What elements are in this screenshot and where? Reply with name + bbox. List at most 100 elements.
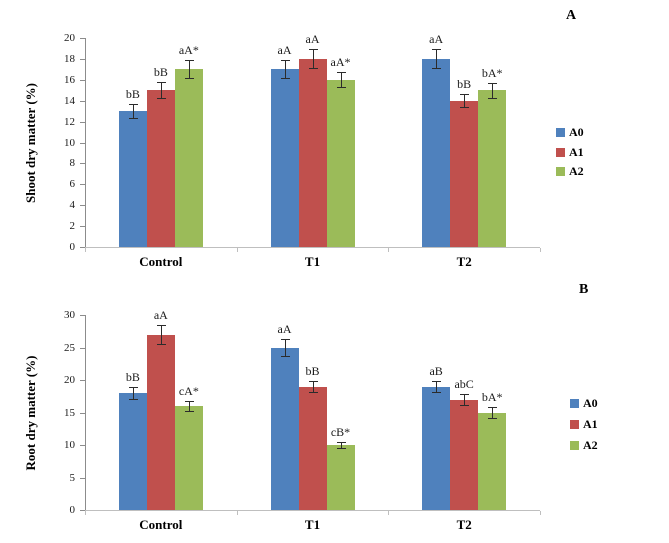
legend-swatch	[570, 399, 579, 408]
error-bar	[312, 49, 314, 69]
bar-label: bA*	[481, 390, 503, 405]
legend-item-a1: A1	[556, 144, 596, 159]
y-axis	[85, 315, 86, 514]
legend-label: A2	[569, 164, 584, 178]
error-bar	[436, 381, 438, 392]
y-tick-label: 2	[69, 220, 76, 233]
y-axis-title: Root dry matter (%)	[23, 355, 38, 471]
error-bar-cap	[488, 82, 498, 84]
legend-label: A0	[569, 125, 584, 139]
y-tick	[80, 315, 85, 316]
error-bar-cap	[488, 417, 498, 419]
panel-b: B Root dry matter (%) 0 5 10 15 20 25 30 bB aA cA…	[0, 272, 669, 543]
error-bar	[492, 82, 494, 98]
y-tick-label: 18	[64, 52, 75, 65]
bar-a1-t2	[450, 399, 479, 510]
category-label: Control	[139, 254, 183, 269]
bar-a1-control	[146, 90, 175, 247]
y-tick	[80, 226, 85, 228]
category-label: T1	[304, 517, 321, 532]
bar-label: bB	[153, 65, 168, 80]
error-bar	[132, 387, 134, 399]
bar-label: bA*	[481, 65, 503, 80]
bar-label: abC	[454, 376, 474, 391]
error-bar	[132, 103, 134, 119]
y-tick-label: 8	[69, 157, 76, 170]
y-tick	[80, 142, 85, 144]
error-bar-cap	[156, 98, 166, 100]
bar-label: aA	[305, 32, 320, 47]
category-label: T1	[304, 254, 321, 269]
bar-a1-t1	[298, 386, 327, 510]
error-bar	[436, 49, 438, 69]
error-bar-cap	[280, 355, 290, 357]
error-bar-cap	[336, 87, 346, 89]
error-bar-cap	[336, 441, 346, 443]
error-bar	[464, 393, 466, 406]
bar-label: aA	[277, 322, 292, 337]
y-axis-title: Shoot dry matter (%)	[23, 83, 38, 203]
error-bar-cap	[128, 118, 138, 120]
x-tick	[540, 248, 541, 252]
x-tick	[85, 511, 86, 515]
bar-a2-t1	[326, 445, 355, 510]
panel-letter: B	[579, 282, 589, 297]
bar-a1-t2	[450, 100, 479, 247]
error-bar-cap	[184, 411, 194, 413]
y-tick-label: 20	[64, 374, 75, 386]
error-bar-cap	[128, 387, 138, 389]
y-tick-label: 14	[64, 94, 75, 107]
y-tick-label: 12	[64, 115, 75, 128]
error-bar-cap	[156, 343, 166, 345]
x-tick	[388, 248, 390, 252]
error-bar-cap	[128, 103, 138, 105]
x-axis	[85, 247, 540, 248]
error-bar-cap	[460, 405, 470, 407]
bar-label: cA*	[178, 383, 199, 398]
error-bar-cap	[460, 393, 470, 395]
bar-a1-control	[146, 334, 175, 510]
error-bar-cap	[432, 381, 442, 383]
panel-a: A Shoot dry matter (%) 0 2 4 6 8 10 12 14 16 18 20…	[0, 0, 669, 271]
y-tick-label: 30	[64, 309, 75, 321]
error-bar-cap	[308, 392, 318, 394]
error-bar-cap	[184, 60, 194, 62]
legend-swatch	[556, 128, 565, 137]
bar-a0-control	[118, 111, 147, 247]
x-tick	[236, 511, 238, 515]
legend-item-a0: A0	[570, 396, 610, 410]
error-bar-cap	[156, 82, 166, 84]
bar-a0-control	[118, 393, 147, 510]
bar-label: aA	[429, 32, 444, 47]
error-bar-cap	[432, 49, 442, 51]
bar-label: bB	[457, 77, 472, 92]
error-bar-cap	[184, 400, 194, 402]
bar-label: bB	[125, 370, 140, 385]
bar-label: aA*	[178, 43, 199, 58]
error-bar-cap	[308, 68, 318, 70]
error-bar	[340, 441, 342, 449]
error-bar	[492, 407, 494, 418]
legend-label: A0	[583, 396, 598, 410]
y-tick-label: 0	[69, 504, 76, 516]
bar-label: aA	[277, 43, 292, 58]
error-bar-cap	[128, 398, 138, 400]
y-tick	[80, 79, 85, 81]
y-tick	[80, 38, 85, 39]
error-bar	[284, 60, 286, 79]
legend-label: A1	[569, 144, 584, 159]
y-tick	[80, 58, 85, 60]
category-label: T2	[456, 254, 472, 269]
error-bar-cap	[156, 325, 166, 327]
y-tick-label: 15	[64, 406, 75, 419]
y-tick	[80, 205, 85, 207]
error-bar-cap	[460, 94, 470, 96]
y-tick-label: 4	[69, 199, 76, 212]
error-bar-cap	[184, 78, 194, 80]
y-tick-label: 6	[69, 178, 76, 191]
legend-swatch	[556, 167, 565, 176]
x-tick	[236, 248, 238, 252]
legend-label: A2	[583, 438, 598, 452]
legend-swatch	[556, 147, 565, 157]
